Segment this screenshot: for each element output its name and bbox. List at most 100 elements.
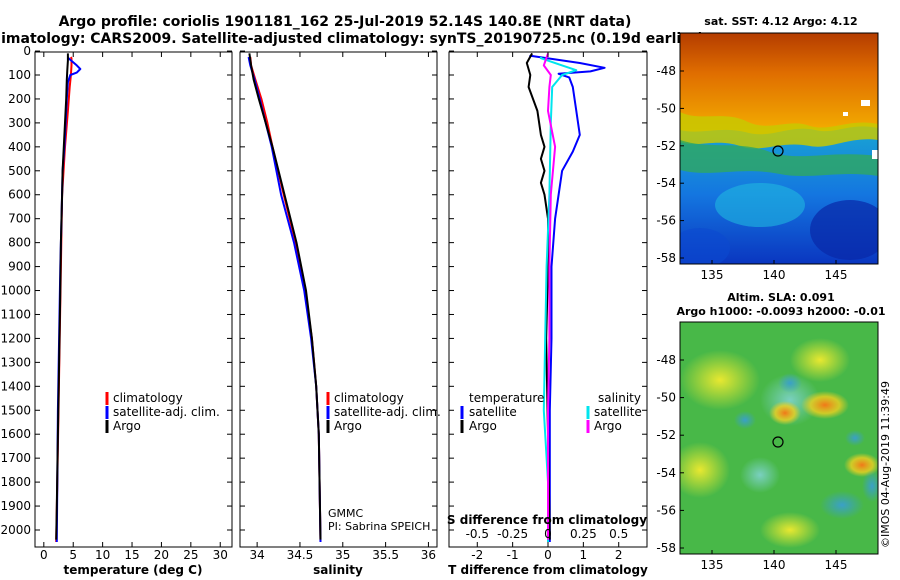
temp-xtick-label: 20 xyxy=(154,548,169,562)
temperature-panel: 0100200300400500600700800900100011001200… xyxy=(0,44,233,577)
sst-argo-location-marker xyxy=(772,145,784,157)
sal-xtick-label: 34 xyxy=(249,548,264,562)
sst-map-image xyxy=(680,33,878,264)
sla-lat-label: -48 xyxy=(656,353,676,367)
sal-legend-satellite-label: satellite-adj. clim. xyxy=(334,405,441,419)
depth-tick-label: 0 xyxy=(23,44,31,58)
sla-lon-label: 140 xyxy=(763,558,786,572)
temp-xtick-label: 0 xyxy=(40,548,48,562)
diff-legend-sal-argo-label: Argo xyxy=(594,419,622,433)
diff-series-salinity-argo xyxy=(542,53,557,540)
sla-lat-label: -56 xyxy=(656,503,676,517)
depth-tick-label: 200 xyxy=(8,92,31,106)
legend-satellite-label: satellite-adj. clim. xyxy=(113,405,220,419)
sst-lon-label: 140 xyxy=(763,268,786,282)
sal-legend-argo-label: Argo xyxy=(334,419,362,433)
depth-tick-label: 500 xyxy=(8,164,31,178)
sst-lat-label: -48 xyxy=(656,64,676,78)
depth-tick-label: 1600 xyxy=(0,427,31,441)
diff-series-temperature-satellite xyxy=(529,54,606,542)
sal-legend-climatology-label: climatology xyxy=(334,391,404,405)
difference-xlabel: T difference from climatology xyxy=(448,563,648,577)
sla-lon-label: 135 xyxy=(701,558,724,572)
sst-lon-label: 145 xyxy=(825,268,848,282)
sst-lat-label: -56 xyxy=(656,214,676,228)
sla-map-title2: Argo h1000: -0.0093 h2000: -0.01 xyxy=(676,305,885,318)
diff-top-xtick-label: -0.5 xyxy=(466,527,489,541)
salinity-panel: 34 34.5 35 35.5 36 salinity climatology sate… xyxy=(239,50,441,577)
sla-lat-label: -52 xyxy=(656,428,676,442)
sst-lat-label: -54 xyxy=(656,176,676,190)
diff-xtick-label: 2 xyxy=(615,548,623,562)
legend-climatology-label: climatology xyxy=(113,391,183,405)
depth-tick-label: 1200 xyxy=(0,331,31,345)
diff-xtick-label: -2 xyxy=(471,548,483,562)
diff-legend-temp-argo-label: Argo xyxy=(469,419,497,433)
credit-pi: PI: Sabrina SPEICH xyxy=(328,520,430,533)
temp-xtick-label: 5 xyxy=(69,548,77,562)
depth-tick-label: 1500 xyxy=(0,403,31,417)
depth-tick-label: 100 xyxy=(8,68,31,82)
diff-series-temperature-argo xyxy=(525,52,551,540)
sst-lon-label: 135 xyxy=(701,268,724,282)
temp-xtick-label: 15 xyxy=(124,548,139,562)
salinity-xlabel: salinity xyxy=(313,563,363,577)
difference-panel: -2 -1 0 1 2 -0.5 -0.25 0 0.25 0.5 T difference f… xyxy=(447,50,648,577)
sst-map-title: sat. SST: 4.12 Argo: 4.12 xyxy=(704,15,857,28)
diff-top-xtick-label: -0.25 xyxy=(497,527,528,541)
diff-xtick-label: 1 xyxy=(580,548,588,562)
figure-title-line2: Climatology: CARS2009. Satellite-adjuste… xyxy=(0,31,704,47)
sal-series-argo xyxy=(248,53,322,540)
depth-tick-label: 1000 xyxy=(0,284,31,298)
diff-legend-salinity-header: salinity xyxy=(598,391,641,405)
sla-lon-label: 145 xyxy=(825,558,848,572)
depth-tick-label: 800 xyxy=(8,236,31,250)
diff-top-xtick-label: 0 xyxy=(544,527,552,541)
diff-top-xtick-label: 0.5 xyxy=(609,527,628,541)
sla-map-frame xyxy=(679,321,879,555)
imos-watermark: ©IMOS 04-Aug-2019 11:39:49 xyxy=(879,381,892,548)
sla-lat-label: -50 xyxy=(656,391,676,405)
depth-tick-label: 1100 xyxy=(0,307,31,321)
depth-tick-label: 1700 xyxy=(0,451,31,465)
depth-tick-label: 700 xyxy=(8,212,31,226)
depth-tick-label: 1800 xyxy=(0,475,31,489)
depth-tick-label: 600 xyxy=(8,188,31,202)
sst-lat-label: -52 xyxy=(656,139,676,153)
diff-xtick-label: -1 xyxy=(507,548,519,562)
sal-xtick-label: 36 xyxy=(421,548,436,562)
diff-top-xtick-label: 0.25 xyxy=(570,527,597,541)
temperature-xlabel: temperature (deg C) xyxy=(64,563,203,577)
sla-lat-label: -58 xyxy=(656,541,676,555)
sal-xtick-label: 35 xyxy=(335,548,350,562)
sla-lat-label: -54 xyxy=(656,466,676,480)
diff-xtick-label: 0 xyxy=(544,548,552,562)
sla-map: Altim. SLA: 0.091 Argo h1000: -0.0093 h2… xyxy=(656,291,885,572)
temp-series-argo xyxy=(55,53,69,540)
temp-xtick-label: 25 xyxy=(183,548,198,562)
sal-xtick-label: 35.5 xyxy=(372,548,399,562)
temp-xtick-label: 10 xyxy=(95,548,110,562)
diff-legend-temperature-header: temperature xyxy=(469,391,544,405)
depth-tick-label: 400 xyxy=(8,140,31,154)
temperature-axes-frame xyxy=(34,51,233,548)
salinity-axes-frame xyxy=(239,51,438,548)
credit-gmmc: GMMC xyxy=(328,507,364,520)
depth-tick-label: 1300 xyxy=(0,355,31,369)
sla-argo-location-marker xyxy=(772,436,784,448)
depth-tick-label: 1400 xyxy=(0,379,31,393)
difference-top-xlabel: S difference from climatology xyxy=(447,513,647,527)
depth-tick-label: 2000 xyxy=(0,523,31,537)
sst-lat-label: -58 xyxy=(656,251,676,265)
temp-xtick-label: 30 xyxy=(213,548,228,562)
sal-xtick-label: 34.5 xyxy=(287,548,314,562)
sla-map-title1: Altim. SLA: 0.091 xyxy=(727,291,834,304)
sst-lat-label: -50 xyxy=(656,101,676,115)
sst-map: sat. SST: 4.12 Argo: 4.12 -48 -50 -52 -54 -5… xyxy=(656,15,879,282)
sla-map-image xyxy=(680,322,878,554)
legend-argo-label: Argo xyxy=(113,419,141,433)
sst-map-frame xyxy=(679,32,879,265)
diff-legend-sal-satellite-label: satellite xyxy=(594,405,642,419)
depth-tick-label: 300 xyxy=(8,116,31,130)
